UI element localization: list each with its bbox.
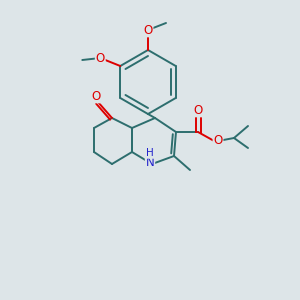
- Text: N: N: [146, 155, 154, 169]
- Text: O: O: [194, 103, 202, 116]
- Text: H: H: [146, 148, 154, 158]
- Text: O: O: [143, 23, 153, 37]
- Text: O: O: [213, 134, 223, 148]
- Text: O: O: [96, 52, 105, 64]
- Text: O: O: [92, 89, 100, 103]
